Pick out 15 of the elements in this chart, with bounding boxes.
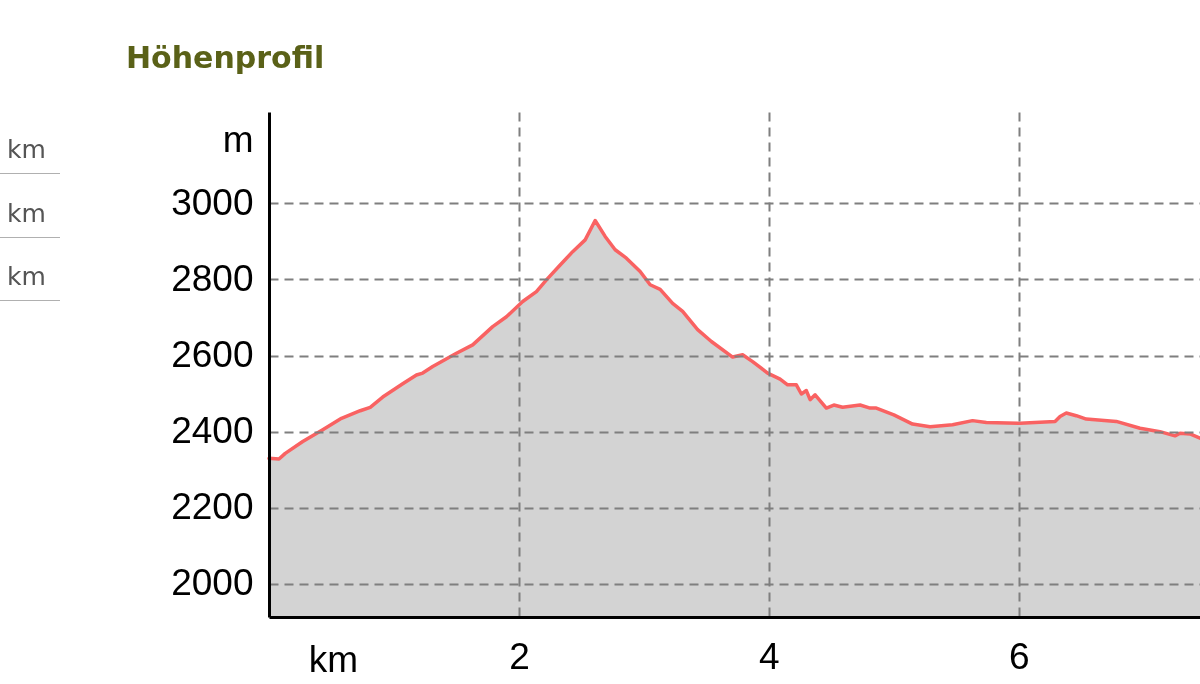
y-tick-label: 2600 xyxy=(171,334,254,376)
text: km xyxy=(0,135,60,174)
x-tick-label: 4 xyxy=(759,635,780,677)
y-axis-title: m xyxy=(222,118,254,160)
x-tick-label: 6 xyxy=(1009,635,1030,677)
text: km xyxy=(0,262,60,301)
y-tick-label: 2200 xyxy=(171,486,254,528)
y-tick-label: 2400 xyxy=(171,410,254,452)
x-axis-title: km xyxy=(308,638,359,680)
y-tick-label: 2000 xyxy=(171,562,254,604)
y-tick-label: 3000 xyxy=(171,181,254,223)
y-tick-label: 2800 xyxy=(171,257,254,299)
x-tick-label: 2 xyxy=(509,635,530,677)
text: km xyxy=(0,198,60,238)
chart-title: Höhenprofil xyxy=(126,40,325,75)
